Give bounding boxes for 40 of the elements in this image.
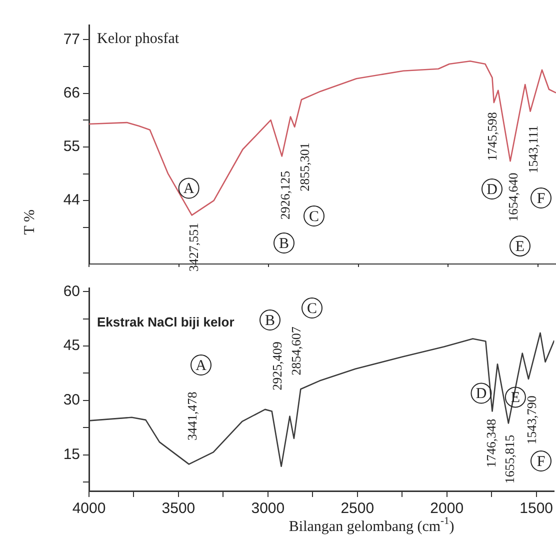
- x-tick-label: 2500: [340, 500, 374, 518]
- annotation: A: [183, 181, 194, 198]
- annotation: D: [476, 386, 487, 402]
- x-tick-label: 3500: [162, 500, 196, 518]
- annotation: 1543,111: [526, 125, 541, 174]
- annotation: B: [278, 236, 290, 252]
- annotation: 3441,478: [184, 392, 200, 441]
- annotation: 1746,348: [484, 418, 499, 468]
- y-tick-label: 77: [63, 30, 80, 48]
- y-tick-label: 30: [63, 392, 80, 409]
- x-tick-label: 2000: [430, 500, 464, 518]
- annotation: B: [264, 312, 276, 329]
- annotation: 1654,640: [506, 172, 521, 222]
- y-tick-label: 60: [63, 282, 80, 300]
- annotation: C: [308, 208, 320, 225]
- x-tick-label: 3000: [251, 500, 285, 518]
- x-tick-label: 1500: [520, 500, 554, 518]
- y-tick-label: 45: [63, 337, 80, 354]
- annotation: 1543,790: [524, 396, 539, 444]
- annotation: 3427,551: [186, 222, 202, 272]
- y-tick-label: 15: [63, 446, 80, 463]
- text: Ekstrak NaCl biji kelor: [97, 314, 234, 330]
- annotation: F: [536, 190, 546, 207]
- x-tick-label: 4000: [72, 500, 106, 518]
- annotation: E: [515, 238, 525, 255]
- y-tick-label: 44: [63, 192, 80, 209]
- annotation: F: [536, 454, 546, 470]
- y-axis-title: T %: [22, 210, 38, 235]
- annotation: 1745,598: [484, 112, 500, 161]
- annotation: 2925,409: [269, 342, 284, 390]
- annotation: 2926,125: [277, 170, 292, 220]
- chart-title: Kelor phosfat: [97, 30, 180, 47]
- y-tick-label: 55: [63, 138, 80, 156]
- annotation: A: [196, 358, 207, 374]
- annotation: D: [486, 182, 498, 198]
- annotation: 2854,607: [288, 326, 304, 376]
- annotation: C: [306, 300, 318, 317]
- annotation: 1655,815: [502, 434, 517, 484]
- y-tick-label: 66: [63, 84, 80, 102]
- annotation: 2855,301: [297, 142, 312, 192]
